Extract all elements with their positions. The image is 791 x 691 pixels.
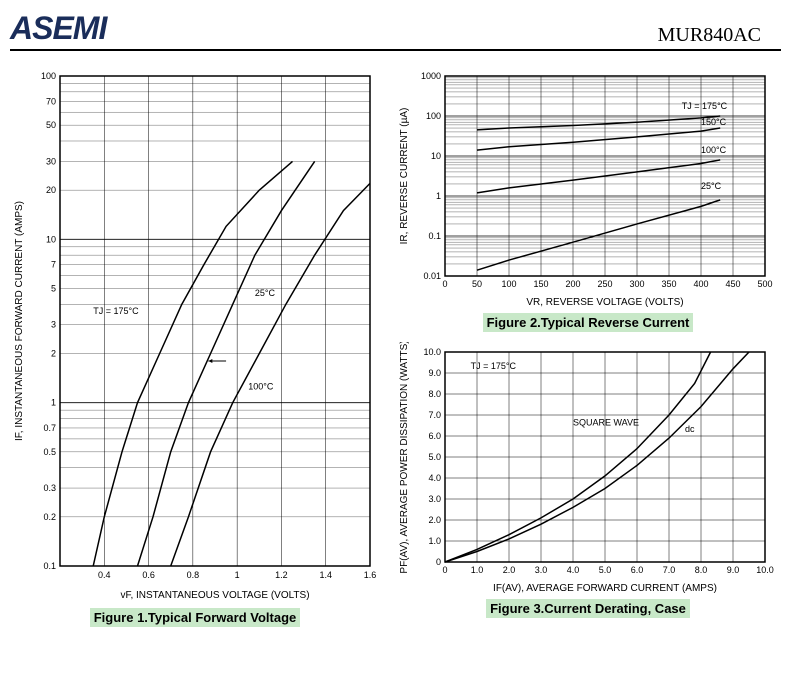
svg-text:TJ = 175°C: TJ = 175°C — [93, 306, 139, 316]
svg-text:1.2: 1.2 — [275, 570, 288, 580]
header: ASEMI MUR840AC — [10, 10, 781, 51]
svg-text:3: 3 — [51, 320, 56, 330]
svg-text:1.6: 1.6 — [364, 570, 377, 580]
svg-text:2.0: 2.0 — [503, 565, 516, 575]
svg-text:2: 2 — [51, 348, 56, 358]
svg-text:0.4: 0.4 — [98, 570, 111, 580]
svg-text:50: 50 — [46, 120, 56, 130]
svg-text:1: 1 — [436, 191, 441, 201]
svg-text:3.0: 3.0 — [535, 565, 548, 575]
figure-1-label: Figure 1.Typical Forward Voltage — [90, 608, 301, 627]
svg-text:1.4: 1.4 — [319, 570, 332, 580]
svg-text:8.0: 8.0 — [695, 565, 708, 575]
svg-text:0.5: 0.5 — [43, 447, 56, 457]
svg-text:8.0: 8.0 — [428, 389, 441, 399]
left-column: 0.4 0.6 0.8 1 1.2 1.4 1.6 0.1 0.2 0.3 0.5 0.7 1 2 3 5 7 1… — [10, 66, 380, 627]
svg-text:150°C: 150°C — [701, 117, 727, 127]
svg-text:100: 100 — [501, 279, 516, 289]
svg-text:TJ = 175°C: TJ = 175°C — [471, 361, 517, 371]
svg-text:7.0: 7.0 — [428, 410, 441, 420]
svg-text:TJ = 175°C: TJ = 175°C — [682, 101, 728, 111]
svg-text:400: 400 — [693, 279, 708, 289]
svg-text:25°C: 25°C — [255, 288, 276, 298]
svg-text:10: 10 — [46, 234, 56, 244]
svg-text:200: 200 — [565, 279, 580, 289]
svg-text:7.0: 7.0 — [663, 565, 676, 575]
svg-text:1000: 1000 — [421, 71, 441, 81]
figure-3: 0 1.0 2.0 3.0 4.0 5.0 6.0 7.0 8.0 9.0 10.0 0 1.0 2.0 3… — [395, 342, 781, 618]
svg-text:70: 70 — [46, 96, 56, 106]
svg-text:25°C: 25°C — [701, 181, 722, 191]
svg-text:5.0: 5.0 — [599, 565, 612, 575]
charts-container: 0.4 0.6 0.8 1 1.2 1.4 1.6 0.1 0.2 0.3 0.5 0.7 1 2 3 5 7 1… — [10, 66, 781, 627]
svg-text:10: 10 — [431, 151, 441, 161]
svg-text:100: 100 — [41, 71, 56, 81]
svg-text:9.0: 9.0 — [727, 565, 740, 575]
svg-text:0: 0 — [436, 557, 441, 567]
svg-text:100°C: 100°C — [701, 145, 727, 155]
svg-text:VR, REVERSE VOLTAGE (VOLTS): VR, REVERSE VOLTAGE (VOLTS) — [526, 297, 683, 308]
svg-text:30: 30 — [46, 156, 56, 166]
svg-text:dc: dc — [685, 424, 695, 434]
svg-text:10.0: 10.0 — [756, 565, 774, 575]
logo: ASEMI — [10, 10, 106, 47]
svg-text:9.0: 9.0 — [428, 368, 441, 378]
svg-text:0.7: 0.7 — [43, 423, 56, 433]
svg-text:6.0: 6.0 — [631, 565, 644, 575]
svg-text:PF(AV), AVERAGE POWER DISSIPAT: PF(AV), AVERAGE POWER DISSIPATION (WATTS… — [399, 342, 410, 574]
svg-text:1.0: 1.0 — [471, 565, 484, 575]
svg-text:1: 1 — [235, 570, 240, 580]
figure-2: 0 50 100 150 200 250 300 350 400 450 500 0.01 0.1 1 10… — [395, 66, 781, 332]
svg-text:0: 0 — [442, 565, 447, 575]
svg-text:100: 100 — [426, 111, 441, 121]
svg-text:4.0: 4.0 — [567, 565, 580, 575]
svg-text:500: 500 — [757, 279, 772, 289]
svg-text:300: 300 — [629, 279, 644, 289]
svg-text:IR, REVERSE CURRENT (µA): IR, REVERSE CURRENT (µA) — [399, 108, 410, 245]
svg-text:6.0: 6.0 — [428, 431, 441, 441]
svg-text:4.0: 4.0 — [428, 473, 441, 483]
svg-text:3.0: 3.0 — [428, 494, 441, 504]
figure-1: 0.4 0.6 0.8 1 1.2 1.4 1.6 0.1 0.2 0.3 0.5 0.7 1 2 3 5 7 1… — [10, 66, 380, 627]
svg-text:5.0: 5.0 — [428, 452, 441, 462]
svg-text:IF, INSTANTANEOUS FORWARD CURR: IF, INSTANTANEOUS FORWARD CURRENT (AMPS) — [14, 201, 25, 441]
svg-text:0.3: 0.3 — [43, 483, 56, 493]
right-column: 0501001502002503003504004505000.010.1110… — [395, 66, 781, 627]
svg-text:150: 150 — [533, 279, 548, 289]
svg-text:350: 350 — [661, 279, 676, 289]
svg-text:0: 0 — [442, 279, 447, 289]
svg-text:5: 5 — [51, 284, 56, 294]
svg-text:0.1: 0.1 — [428, 231, 441, 241]
svg-text:1.0: 1.0 — [428, 536, 441, 546]
svg-text:1: 1 — [51, 398, 56, 408]
svg-text:0.01: 0.01 — [423, 271, 441, 281]
svg-text:vF, INSTANTANEOUS VOLTAGE (VOL: vF, INSTANTANEOUS VOLTAGE (VOLTS) — [120, 590, 309, 601]
svg-text:0.1: 0.1 — [43, 561, 56, 571]
svg-text:2.0: 2.0 — [428, 515, 441, 525]
svg-text:250: 250 — [597, 279, 612, 289]
svg-text:7: 7 — [51, 260, 56, 270]
svg-text:450: 450 — [725, 279, 740, 289]
svg-text:10.0: 10.0 — [423, 347, 441, 357]
svg-text:0.6: 0.6 — [142, 570, 155, 580]
figure-2-label: Figure 2.Typical Reverse Current — [483, 313, 694, 332]
svg-text:0.2: 0.2 — [43, 512, 56, 522]
svg-text:100°C: 100°C — [248, 382, 274, 392]
svg-text:IF(AV), AVERAGE FORWARD CURREN: IF(AV), AVERAGE FORWARD CURRENT (AMPS) — [493, 583, 717, 594]
svg-text:50: 50 — [472, 279, 482, 289]
svg-text:0.8: 0.8 — [187, 570, 200, 580]
figure-3-label: Figure 3.Current Derating, Case — [486, 599, 690, 618]
part-number: MUR840AC — [658, 24, 781, 47]
svg-text:SQUARE WAVE: SQUARE WAVE — [573, 418, 639, 428]
svg-text:20: 20 — [46, 185, 56, 195]
